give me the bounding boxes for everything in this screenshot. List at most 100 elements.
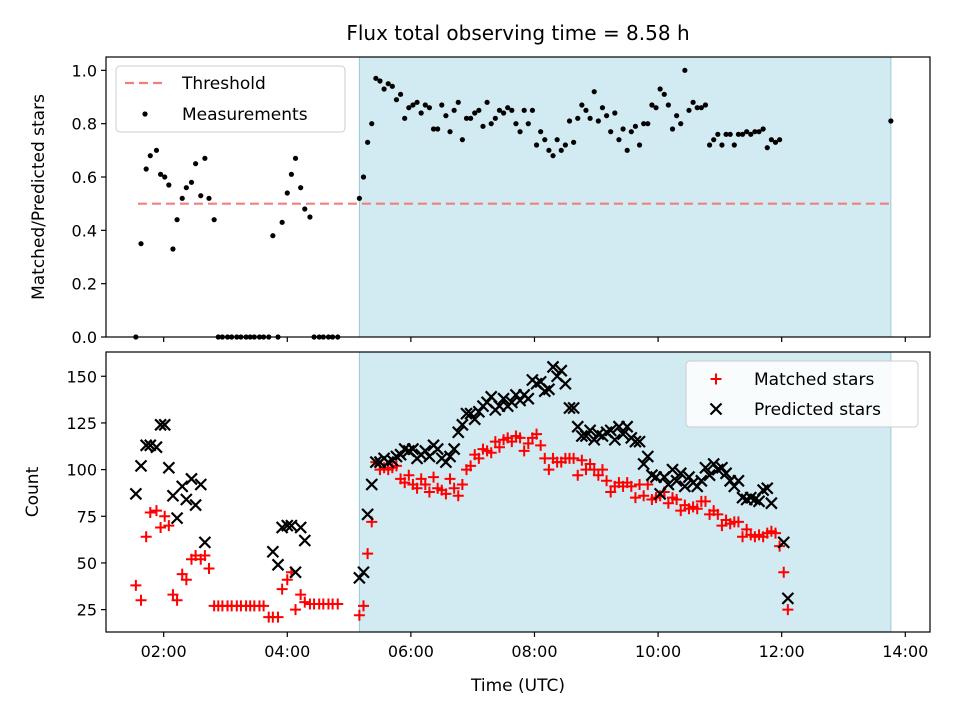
predicted-point [620, 420, 634, 433]
matched-point [576, 454, 588, 466]
measurement-point [170, 246, 176, 252]
predicted-point [298, 534, 312, 547]
predicted-point [357, 565, 370, 579]
x-tick-label: 06:00 [388, 642, 434, 661]
measurement-point [292, 155, 299, 161]
y-tick-label: 25 [77, 601, 97, 620]
measurement-point [496, 107, 503, 113]
legend-predicted-label: Predicted stars [754, 400, 881, 420]
measurement-point [157, 171, 164, 177]
measurement-point [455, 99, 461, 105]
measurement-point [550, 153, 556, 159]
measurement-point [694, 105, 700, 111]
measurement-point [657, 86, 663, 92]
matched-point [572, 469, 584, 481]
measurement-point [166, 182, 172, 188]
predicted-point [546, 360, 560, 374]
y-tick-label: 0.0 [72, 328, 97, 347]
predicted-point [695, 474, 708, 488]
measurement-point [628, 129, 634, 135]
measurement-point [624, 147, 630, 153]
legend-predicted-swatch [709, 402, 723, 416]
measurement-point [554, 137, 560, 143]
measurement-point [529, 107, 536, 113]
measurement-point [472, 110, 478, 116]
matched-point [423, 486, 435, 498]
predicted-point [719, 467, 733, 480]
predicted-point [460, 407, 473, 420]
measurement-point [302, 206, 308, 212]
measurement-point [636, 142, 643, 148]
predicted-point [666, 463, 679, 476]
y-tick-label: 0.4 [72, 221, 97, 240]
matched-point [716, 520, 728, 532]
matched-point [171, 594, 183, 606]
predicted-point [281, 519, 294, 532]
plot-frame [105, 56, 931, 338]
legend-measurement-label: Measurements [182, 105, 308, 125]
matched-point [130, 579, 142, 591]
matched-point [411, 482, 423, 494]
measurement-point [678, 121, 684, 127]
measurement-point [768, 137, 774, 143]
measurement-point [369, 121, 375, 127]
matched-point [741, 523, 753, 535]
legend-box [115, 65, 346, 133]
measurement-point [533, 142, 540, 148]
predicted-point [285, 519, 298, 532]
measurement-point [307, 214, 313, 220]
measurement-point [360, 174, 367, 180]
predicted-point [497, 392, 510, 405]
matched-point [448, 482, 460, 494]
matched-point [625, 480, 637, 492]
measurement-point [690, 99, 696, 105]
predicted-point [456, 418, 469, 432]
measurement-point [744, 129, 750, 135]
predicted-point [194, 478, 208, 491]
measurement-point [211, 217, 217, 223]
matched-point [596, 464, 608, 476]
measurement-point [288, 171, 294, 177]
measurement-point [138, 241, 144, 247]
predicted-point [563, 401, 576, 415]
x-tick-label: 04:00 [264, 642, 310, 661]
measurement-point [608, 129, 614, 135]
matched-point [167, 589, 179, 601]
measurement-point [373, 75, 379, 81]
y-tick-label: 100 [66, 461, 97, 480]
matched-point [737, 531, 749, 543]
matched-point [415, 473, 427, 485]
matched-point [691, 503, 703, 515]
matched-point [522, 437, 534, 449]
chart-title: Flux total observing time = 8.58 h [346, 21, 689, 45]
measurement-point [583, 107, 589, 113]
measurement-point [632, 123, 639, 129]
legend: Matched stars Predicted stars [685, 360, 919, 428]
measurement-point [682, 67, 688, 73]
matched-point [428, 471, 440, 483]
measurement-point [279, 219, 285, 225]
measurement-point [468, 115, 474, 121]
x-tick-label: 14:00 [882, 642, 928, 661]
predicted-point [451, 425, 465, 439]
matched-point [456, 479, 468, 491]
predicted-point [542, 383, 556, 396]
observing-window-shade [358, 56, 892, 338]
matched-point [465, 460, 477, 472]
matched-point [203, 563, 215, 575]
predicted-point [575, 429, 589, 443]
matched-point [419, 479, 431, 491]
matched-point [770, 527, 781, 539]
legend-box [685, 360, 919, 428]
matched-point [140, 531, 152, 543]
matched-point [531, 428, 543, 440]
measurement-point [402, 115, 408, 121]
measurement-point [406, 105, 412, 111]
predicted-point [760, 481, 774, 495]
y-tick-label: 0.6 [72, 168, 97, 187]
predicted-point [369, 455, 383, 469]
measurement-point [653, 105, 659, 111]
measurement-point [562, 142, 568, 148]
measurement-point [381, 86, 387, 92]
